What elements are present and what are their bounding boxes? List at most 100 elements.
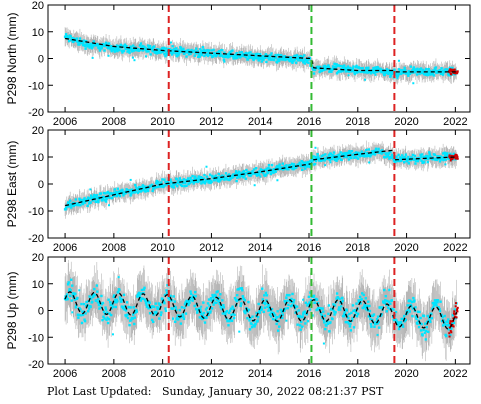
data-point <box>302 59 305 63</box>
data-point <box>151 320 155 324</box>
data-point <box>93 287 96 291</box>
data-point <box>204 180 207 184</box>
data-point <box>277 325 281 328</box>
data-point <box>92 295 95 299</box>
data-point <box>266 302 270 306</box>
data-point <box>346 314 349 317</box>
data-point <box>346 321 350 324</box>
data-point <box>221 312 225 315</box>
data-point <box>144 299 147 303</box>
data-point <box>352 65 355 68</box>
data-point <box>166 183 169 187</box>
data-point <box>101 318 104 322</box>
data-point <box>64 207 68 210</box>
outlier-point <box>397 59 400 62</box>
data-point <box>186 300 190 304</box>
data-point <box>371 69 375 72</box>
data-point <box>148 301 151 305</box>
data-point <box>428 316 431 320</box>
data-point <box>96 196 99 200</box>
data-point <box>289 56 293 59</box>
data-point <box>219 52 222 55</box>
data-point <box>142 48 145 51</box>
data-point <box>193 290 197 294</box>
data-point <box>354 309 357 313</box>
data-point <box>73 298 77 301</box>
data-point <box>350 149 354 153</box>
data-point <box>402 314 406 318</box>
data-point <box>270 307 274 311</box>
data-point <box>389 75 392 78</box>
data-point <box>212 175 215 179</box>
data-point <box>414 306 417 309</box>
data-point <box>411 69 414 72</box>
data-point <box>374 322 378 325</box>
data-point <box>200 312 203 316</box>
data-point <box>438 309 442 313</box>
data-point <box>434 66 438 69</box>
data-point <box>406 157 409 161</box>
recent-point <box>453 313 456 316</box>
data-point <box>217 172 220 176</box>
error-bars <box>64 140 457 219</box>
data-point <box>370 70 374 74</box>
data-point <box>415 73 419 76</box>
data-point <box>183 303 187 306</box>
data-point <box>89 201 92 204</box>
data-point <box>133 322 136 326</box>
data-point <box>295 54 299 57</box>
data-point <box>253 56 257 59</box>
data-point <box>85 42 88 45</box>
data-point <box>392 308 395 311</box>
outlier-point <box>364 78 367 81</box>
data-point <box>252 168 256 171</box>
data-point <box>195 180 198 183</box>
data-point <box>268 170 272 173</box>
x-tick-label: 2012 <box>199 116 223 128</box>
data-point <box>433 301 436 305</box>
data-point <box>199 179 202 182</box>
data-point <box>151 189 154 193</box>
outlier-point <box>294 307 297 310</box>
data-point <box>188 298 192 301</box>
data-point <box>212 298 216 301</box>
data-point <box>447 318 450 321</box>
data-point <box>165 289 168 292</box>
data-point <box>423 322 427 325</box>
y-tick-label: -20 <box>28 233 44 245</box>
data-point <box>347 317 350 320</box>
data-point <box>293 305 297 308</box>
data-point <box>141 44 144 48</box>
data-point <box>376 315 380 318</box>
data-point <box>141 184 145 187</box>
data-point <box>404 68 407 72</box>
data-point <box>85 300 88 304</box>
data-point <box>397 327 401 331</box>
data-point <box>175 54 178 58</box>
data-point <box>269 53 272 57</box>
data-point <box>202 177 206 180</box>
data-point <box>207 51 210 54</box>
data-point <box>186 178 189 182</box>
data-point <box>359 67 363 70</box>
data-point <box>122 49 126 53</box>
data-point <box>82 39 86 42</box>
data-point <box>335 297 338 300</box>
x-tick-label: 2018 <box>346 242 370 254</box>
data-point <box>389 150 392 154</box>
data-point <box>181 313 185 316</box>
data-point <box>425 67 428 71</box>
data-point <box>82 302 86 306</box>
outlier-point <box>374 73 377 76</box>
recent-point <box>454 305 457 308</box>
data-point <box>122 306 125 309</box>
data-point <box>92 44 95 48</box>
data-point <box>313 162 317 166</box>
data-point <box>227 53 231 56</box>
data-point <box>266 171 270 175</box>
outlier-point <box>89 188 92 191</box>
data-point <box>248 56 251 59</box>
outlier-point <box>259 175 262 178</box>
data-point <box>388 157 391 160</box>
data-point <box>369 322 373 326</box>
